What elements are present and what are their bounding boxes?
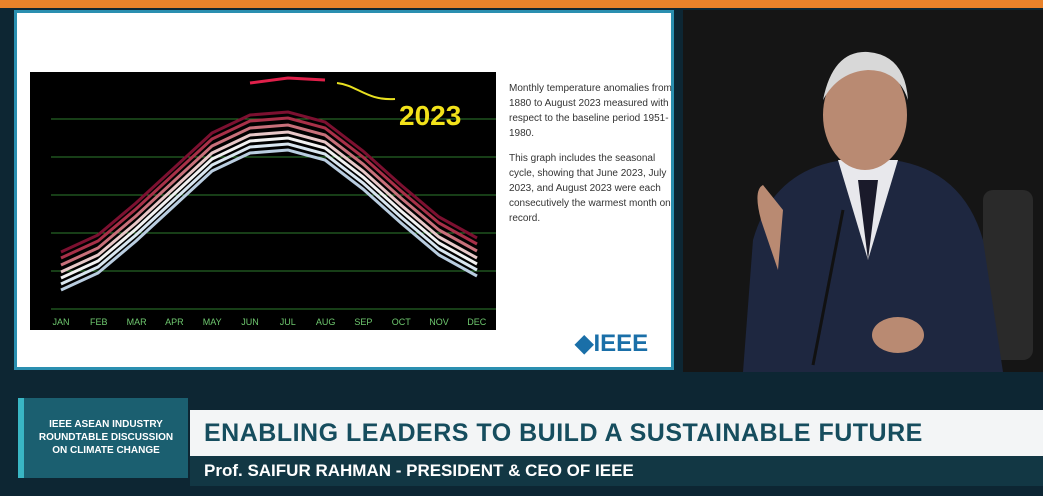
caption-text: Monthly temperature anomalies from 1880 … [509, 81, 673, 141]
month-label: AUG [316, 317, 336, 327]
caption-text: This graph includes the seasonal cycle, … [509, 151, 673, 226]
event-badge: IEEE ASEAN INDUSTRY ROUNDTABLE DISCUSSIO… [18, 398, 188, 478]
video-feed [683, 10, 1043, 372]
month-label: JUN [241, 317, 259, 327]
annotation: 2023 [399, 100, 461, 131]
speaker-video [683, 10, 1043, 372]
logo-text: IEEE [593, 330, 648, 357]
headline-text: ENABLING LEADERS TO BUILD A SUSTAINABLE … [204, 419, 923, 447]
slide: 2023 JAN FEB MAR APR MAY JUN JUL AUG SEP OCT NOV DE… [14, 10, 674, 370]
top-bar [0, 0, 1043, 8]
month-label: MAY [203, 317, 222, 327]
screen: 2023 JAN FEB MAR APR MAY JUN JUL AUG SEP OCT NOV DE… [0, 0, 1043, 496]
month-label: APR [165, 317, 184, 327]
event-name: IEEE ASEAN INDUSTRY ROUNDTABLE DISCUSSIO… [39, 419, 173, 456]
speaker-name: Prof. SAIFUR RAHMAN - PRESIDENT & CEO OF… [204, 461, 634, 480]
month-label: MAR [127, 317, 148, 327]
headline: ENABLING LEADERS TO BUILD A SUSTAINABLE … [190, 410, 1043, 456]
month-label: OCT [392, 317, 412, 327]
month-label: DEC [467, 317, 487, 327]
month-label: NOV [429, 317, 449, 327]
month-label: JAN [52, 317, 69, 327]
month-label: JUL [280, 317, 296, 327]
month-label: FEB [90, 317, 108, 327]
speaker-bar: Prof. SAIFUR RAHMAN - PRESIDENT & CEO OF… [190, 456, 1043, 486]
logo: ◆IEEE [575, 329, 648, 358]
caption: Monthly temperature anomalies from 1880 … [509, 81, 673, 236]
month-label: SEP [354, 317, 372, 327]
